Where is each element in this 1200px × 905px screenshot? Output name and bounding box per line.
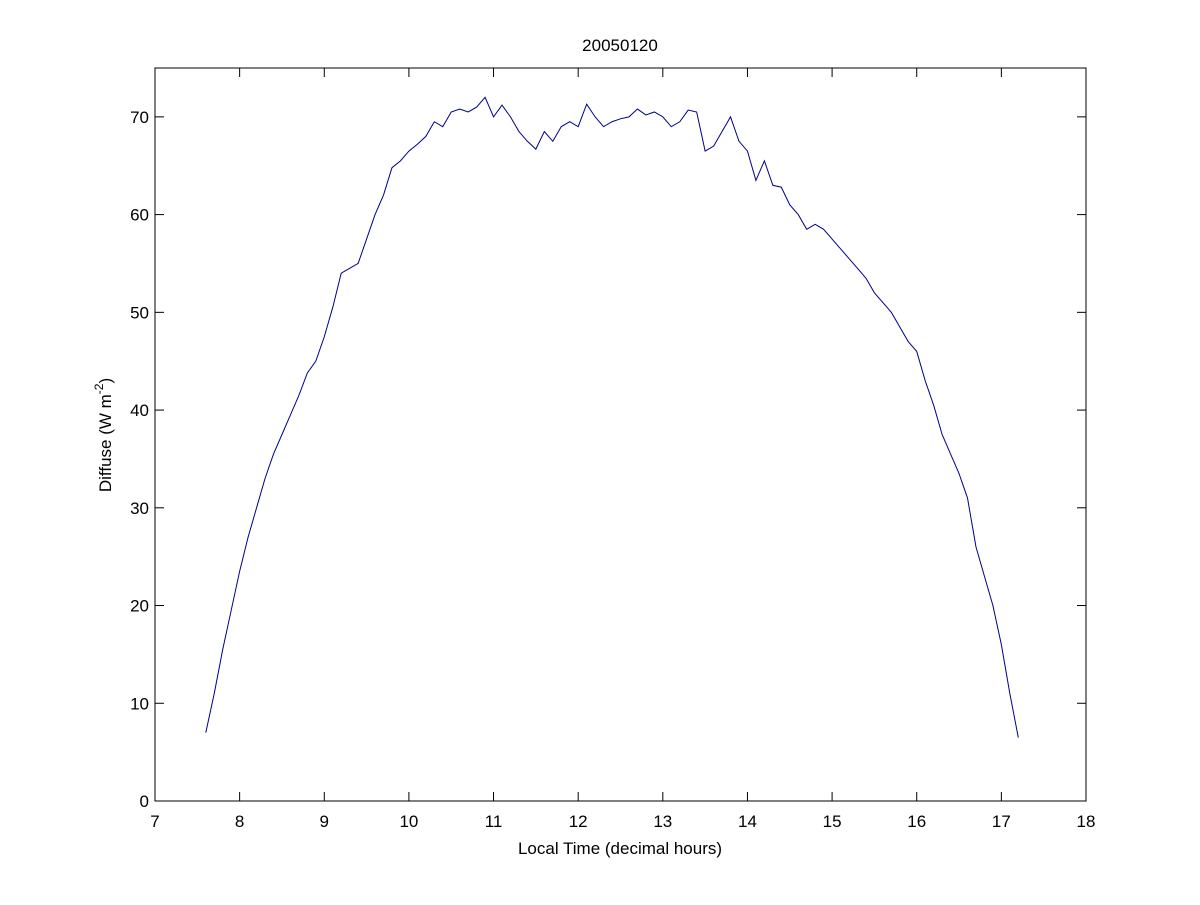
y-tick-label: 20	[130, 597, 149, 616]
x-tick-label: 11	[485, 812, 503, 831]
x-tick-label: 17	[992, 812, 1011, 831]
y-label-text: Diffuse (W m	[96, 394, 115, 492]
x-tick-label: 10	[399, 812, 418, 831]
y-tick-label: 0	[140, 792, 149, 811]
x-axis-label: Local Time (decimal hours)	[518, 839, 722, 858]
y-label-close: )	[96, 378, 115, 384]
x-tick-label: 8	[235, 812, 244, 831]
chart-title: 20050120	[582, 36, 658, 55]
x-tick-label: 9	[320, 812, 329, 831]
x-tick-label: 15	[823, 812, 842, 831]
y-tick-label: 30	[130, 499, 149, 518]
y-label-superscript: -2	[92, 383, 106, 394]
axes-box	[154, 67, 1087, 802]
x-tick-label: 7	[150, 812, 159, 831]
y-tick-label: 40	[130, 401, 149, 420]
x-tick-label: 12	[569, 812, 588, 831]
data-line	[205, 96, 1019, 738]
y-tick-label: 50	[130, 303, 149, 322]
y-tick-label: 70	[130, 108, 149, 127]
y-axis-label: Diffuse (W m-2)	[92, 378, 115, 492]
y-tick-label: 60	[130, 206, 149, 225]
x-tick-label: 13	[653, 812, 672, 831]
x-tick-label: 16	[907, 812, 926, 831]
y-tick-label: 10	[130, 694, 149, 713]
x-tick-label: 14	[738, 812, 757, 831]
x-tick-label: 18	[1077, 812, 1096, 831]
